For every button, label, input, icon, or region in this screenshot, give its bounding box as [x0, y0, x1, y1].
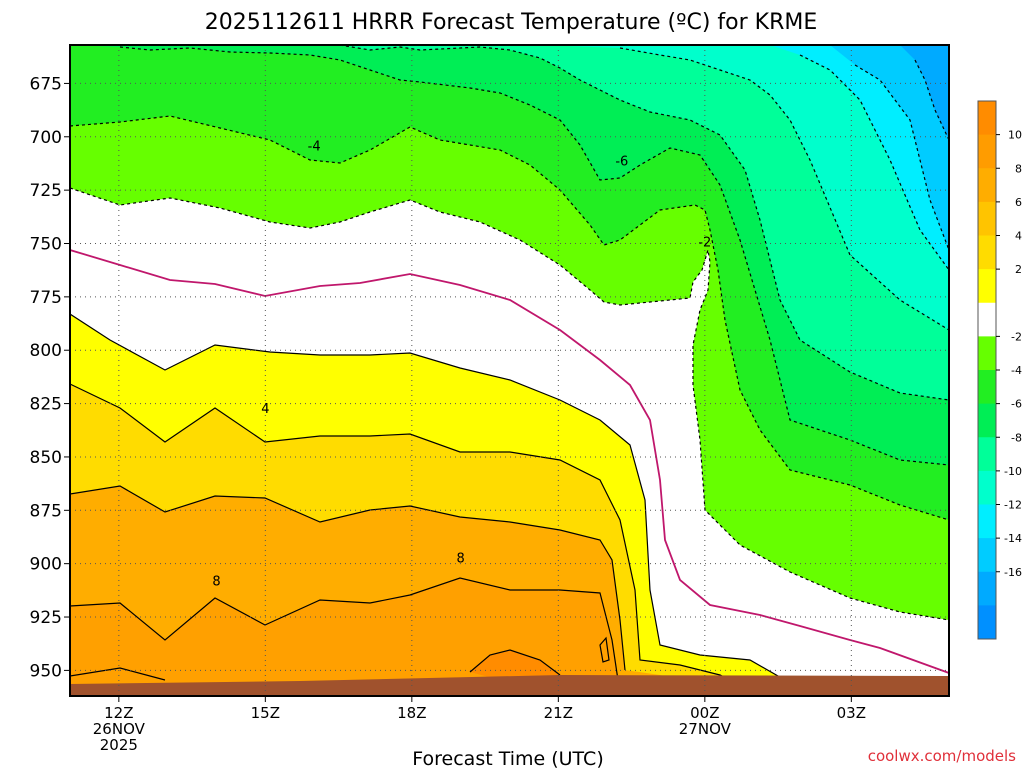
- x-tick-label: 03Z: [837, 704, 866, 722]
- colorbar-label: -8: [1011, 431, 1022, 444]
- colorbar-segment: [978, 134, 996, 169]
- colorbar-label: 8: [1015, 162, 1022, 175]
- x-tick-label: 27NOV: [679, 720, 732, 738]
- y-axis: 675 700 725 750 775 800 825 850 875 900 925 950: [30, 74, 70, 681]
- contour-line: [799, 54, 949, 271]
- x-axis-label: Forecast Time (UTC): [412, 748, 603, 768]
- contour-line: [119, 46, 949, 466]
- colorbar-segment: [978, 168, 996, 203]
- colorbar-segment: [978, 269, 996, 304]
- colorbar-label: -16: [1004, 566, 1022, 579]
- contour-label: 8: [457, 551, 465, 566]
- y-tick-label: 800: [30, 341, 62, 361]
- contour-line: [70, 313, 786, 681]
- colorbar-segment: [978, 336, 996, 371]
- plot-area: [70, 45, 949, 696]
- x-tick-label: 21Z: [544, 704, 573, 722]
- colorbar-segment: [978, 470, 996, 505]
- colorbar-segment: [978, 538, 996, 573]
- contour-line: [469, 649, 561, 676]
- y-tick-label: 725: [30, 181, 62, 201]
- fill-minus-6-to-minus-8: [70, 45, 949, 465]
- contour-label: 4: [261, 402, 269, 417]
- y-tick-label: 825: [30, 395, 62, 415]
- contour-line: [914, 59, 949, 141]
- fill-minus-10-to-minus-12: [540, 45, 949, 330]
- contour-label: -6: [615, 154, 628, 169]
- x-tick-label: 15Z: [251, 704, 280, 722]
- colorbar-label: -14: [1004, 532, 1022, 545]
- contour-line: [339, 45, 949, 401]
- colorbar-segment: [978, 201, 996, 236]
- colorbar-label: -6: [1011, 398, 1022, 411]
- grid: [70, 45, 949, 696]
- contour-label: 8: [212, 575, 220, 590]
- colorbar-label: -12: [1004, 499, 1022, 512]
- contour-line: [599, 636, 610, 663]
- contour-line: [619, 47, 949, 331]
- x-tick-label: 00Z: [690, 704, 719, 722]
- contour-label: -4: [308, 139, 321, 154]
- fill-10-to-12: [470, 650, 560, 680]
- colorbar-label: 2: [1015, 263, 1022, 276]
- y-tick-label: 700: [30, 128, 62, 148]
- negative-contours: [70, 45, 949, 621]
- y-tick-label: 675: [30, 74, 62, 94]
- y-tick-label: 925: [30, 608, 62, 628]
- colorbar-label: -2: [1011, 330, 1022, 343]
- colorbar-segment: [978, 101, 996, 136]
- contour-label: -2: [698, 235, 711, 250]
- colorbar-segment: [978, 403, 996, 438]
- y-tick-label: 875: [30, 501, 62, 521]
- contour-labels: -4 -6 -2 4 8 8: [212, 139, 711, 589]
- fill-minus-16-to-minus-18: [900, 45, 949, 140]
- colorbar-label: 10: [1008, 129, 1022, 142]
- contour-line: [70, 485, 626, 671]
- colorbar-label: -4: [1011, 364, 1022, 377]
- contour-line: [70, 577, 619, 681]
- y-tick-label: 850: [30, 448, 62, 468]
- y-tick-label: 775: [30, 288, 62, 308]
- colorbar: 10 8 6 4 2 -2 -4 -6 -8 -10 -12 -14 -16: [977, 100, 1022, 640]
- contour-line: [70, 383, 741, 686]
- colorbar-segment: [978, 302, 996, 337]
- colorbar-segment: [978, 504, 996, 539]
- zero-degree-contour: [70, 249, 949, 674]
- colorbar-segment: [978, 571, 996, 606]
- y-tick-label: 900: [30, 555, 62, 575]
- colorbar-segment: [978, 605, 996, 640]
- x-tick-label: 12Z: [104, 704, 133, 722]
- colorbar-label: 4: [1015, 230, 1022, 243]
- colorbar-label: 6: [1015, 196, 1022, 209]
- colorbar-label: -10: [1004, 465, 1022, 478]
- colorbar-segment: [978, 235, 996, 270]
- positive-contours: [70, 313, 786, 686]
- credit-text: coolwx.com/models: [868, 747, 1016, 765]
- x-tick-label: 2025: [100, 736, 138, 754]
- contour-line: [854, 64, 949, 251]
- colorbar-segment: [978, 437, 996, 472]
- x-tick-label: 18Z: [397, 704, 426, 722]
- y-tick-label: 750: [30, 235, 62, 255]
- x-tick-label: 26NOV: [93, 720, 146, 738]
- colorbar-segment: [978, 370, 996, 405]
- fill-minus-8-to-minus-10: [270, 45, 949, 400]
- plot-frame: [69, 44, 950, 697]
- y-tick-label: 950: [30, 661, 62, 681]
- ground-terrain: [70, 675, 949, 696]
- fill-minus-14-to-minus-16: [830, 45, 949, 250]
- chart-title: 2025112611 HRRR Forecast Temperature (ºC…: [205, 10, 818, 35]
- contour-line: [70, 667, 166, 681]
